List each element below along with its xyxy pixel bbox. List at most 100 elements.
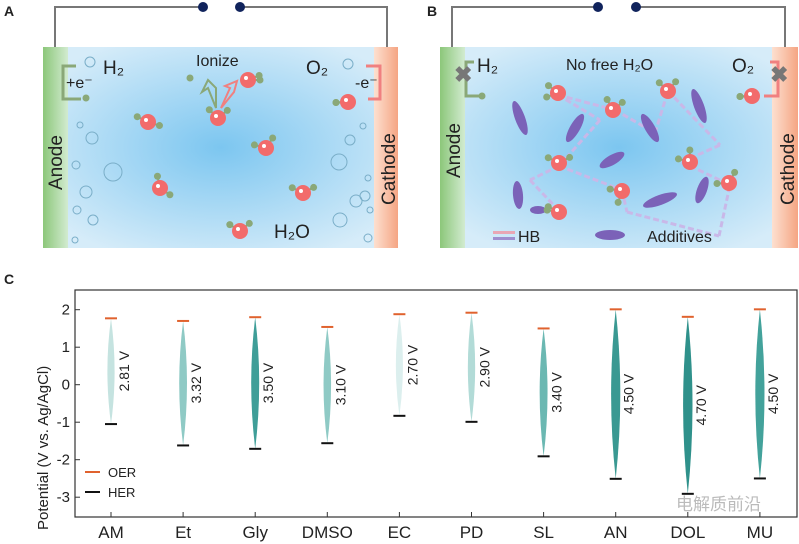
oxygen-atom [152, 180, 168, 196]
chart-marks: 2 1 0 -1 -2 -3 AM 2.81 V Et 3.32 V Gly 3.50 V DMSO 3.… [57, 302, 781, 542]
hydrogen-atom [674, 155, 682, 163]
hydrogen-atom [250, 141, 258, 149]
bubble [366, 206, 374, 214]
oxygen-atom [614, 183, 630, 199]
hydrogen-atom [255, 72, 263, 80]
highlight [156, 184, 160, 188]
x-tick-label: DMSO [302, 523, 353, 542]
o2-label: O₂ [306, 58, 328, 79]
highlight [244, 76, 248, 80]
anode-electrode [440, 47, 465, 248]
additive-molecule [642, 192, 678, 208]
hydrogen-atom [288, 184, 296, 192]
panel-a: A Anode Cathode H₂ O₂ +e⁻ -e⁻ Ionize H₂O [4, 2, 400, 248]
window-et [179, 320, 187, 446]
bubble [349, 194, 363, 208]
x-tick-label: AN [604, 523, 628, 542]
legend-her-label: HER [108, 485, 135, 500]
additive-molecule [640, 113, 660, 143]
hydrogen-atom [566, 153, 574, 161]
bubble [342, 58, 354, 70]
hydrogen-bond [666, 89, 722, 147]
bubble [359, 122, 367, 130]
window-value-label: 4.70 V [693, 384, 709, 425]
h2o-label: H₂O [274, 222, 310, 243]
hydrogen-atom [245, 219, 253, 227]
x-tick-label: Et [175, 523, 191, 542]
highlight [554, 89, 558, 93]
oxygen-atom [744, 88, 760, 104]
anode-arrow-icon [464, 60, 480, 98]
oxygen-atom [551, 204, 567, 220]
highlight [344, 98, 348, 102]
oxygen-atom [210, 110, 226, 126]
highlight [609, 106, 613, 110]
hydrogen-atom [736, 92, 744, 100]
hydrogen-atom [543, 206, 551, 214]
panel-c-label: C [4, 271, 14, 287]
window-mu [755, 309, 765, 479]
window-ec [395, 314, 403, 416]
highlight [748, 92, 752, 96]
highlight [144, 118, 148, 122]
highlight [299, 189, 303, 193]
additives-legend-label: Additives [647, 229, 712, 246]
window-dol [683, 316, 693, 494]
o2-label: O₂ [732, 56, 754, 77]
bubble [344, 134, 356, 146]
cathode-electrode [772, 47, 798, 248]
oxygen-atom [140, 114, 156, 130]
window-value-label: 3.50 V [260, 362, 276, 403]
highlight [618, 187, 622, 191]
anode-arrow-icon [61, 64, 81, 101]
window-dmso [323, 326, 332, 444]
window-pd [467, 312, 476, 422]
window-sl [539, 328, 548, 457]
hydrogen-atom [544, 154, 552, 162]
window-an [611, 309, 621, 479]
hydrogen-atom [731, 168, 739, 176]
hydrogen-atom [478, 92, 486, 100]
hydrogen-atom [543, 93, 551, 101]
x-tick-label: MU [747, 523, 773, 542]
cathode-electrode [374, 47, 398, 248]
hb-legend-icon [493, 237, 515, 240]
terminal-dot [593, 2, 603, 12]
additive-molecule [565, 113, 585, 143]
hydrogen-bond [681, 143, 721, 164]
hb-legend-icon [493, 231, 515, 234]
panel-b: B Anode Cathode H₂ O₂ No free H₂O ✖ ✖ HB… [427, 2, 799, 248]
bubble [87, 214, 99, 226]
window-value-label: 4.50 V [765, 373, 781, 414]
bubble [79, 185, 93, 199]
no-free-water-label: No free H₂O [566, 57, 653, 74]
additive-molecule [512, 100, 528, 136]
highlight [555, 159, 559, 163]
oxygen-atom [295, 185, 311, 201]
additive-molecule [695, 176, 709, 204]
bubble [84, 56, 96, 68]
y-tick-label: -3 [57, 489, 70, 506]
bubbles [71, 56, 374, 244]
highlight [236, 227, 240, 231]
bubble [364, 174, 372, 182]
ionize-arrow-icon [199, 78, 217, 109]
wire-left [451, 6, 594, 47]
ionize-arrow-icon [220, 79, 239, 109]
hydrogen-atom [686, 146, 694, 154]
bubble [332, 212, 348, 228]
ionize-label: Ionize [196, 53, 239, 70]
highlight [664, 87, 668, 91]
hydrogen-atom [655, 79, 663, 87]
additive-molecule [691, 88, 707, 124]
oxygen-atom [605, 102, 621, 118]
wire-left [54, 6, 203, 47]
blocked-x-icon: ✖ [454, 62, 472, 87]
bubble [76, 121, 84, 129]
hydrogen-atom [713, 179, 721, 187]
additive-molecule [530, 206, 546, 214]
hydrogen-atom [310, 183, 318, 191]
anode-label: Anode [444, 123, 465, 178]
window-am [107, 318, 115, 425]
oxygen-atom [258, 140, 274, 156]
